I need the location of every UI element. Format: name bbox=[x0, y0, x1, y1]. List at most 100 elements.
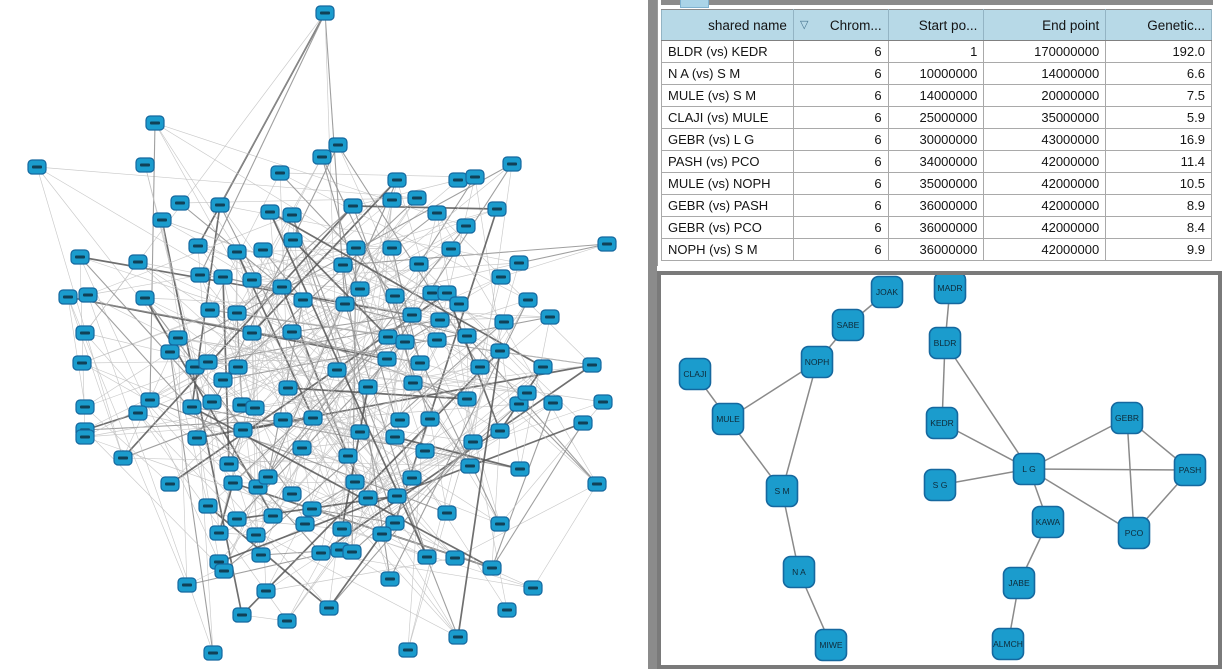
network-node[interactable] bbox=[385, 429, 405, 445]
shared-name-cell[interactable]: BLDR (vs) KEDR bbox=[661, 40, 794, 63]
value-cell[interactable]: 35000000 bbox=[887, 172, 985, 195]
network-edge[interactable] bbox=[286, 549, 341, 622]
network-node[interactable] bbox=[441, 241, 461, 257]
network-edge[interactable] bbox=[287, 387, 468, 400]
network-node[interactable] bbox=[437, 285, 457, 301]
network-edge[interactable] bbox=[394, 295, 505, 323]
network-node[interactable] bbox=[509, 255, 529, 271]
network-node[interactable] bbox=[338, 448, 358, 464]
network-node[interactable] bbox=[242, 325, 262, 341]
value-cell[interactable]: 14000000 bbox=[983, 62, 1107, 85]
network-node[interactable] bbox=[328, 137, 348, 153]
network-edge[interactable] bbox=[169, 351, 209, 507]
network-edge[interactable] bbox=[279, 172, 476, 178]
network-edge[interactable] bbox=[197, 245, 468, 337]
network-edge[interactable] bbox=[267, 336, 389, 478]
network-node[interactable] bbox=[345, 474, 365, 490]
node-shape[interactable] bbox=[800, 345, 834, 379]
network-node[interactable] bbox=[200, 302, 220, 318]
network-edge[interactable] bbox=[466, 335, 598, 485]
network-node-KAWA[interactable]: KAWA bbox=[1031, 505, 1065, 539]
main-network-canvas[interactable] bbox=[0, 0, 648, 669]
network-edge[interactable] bbox=[223, 321, 505, 572]
network-node[interactable] bbox=[490, 423, 510, 439]
network-edge[interactable] bbox=[209, 309, 459, 638]
network-node[interactable] bbox=[387, 172, 407, 188]
node-shape[interactable] bbox=[1110, 401, 1144, 435]
network-edge[interactable] bbox=[251, 205, 354, 334]
network-node[interactable] bbox=[335, 296, 355, 312]
network-node[interactable] bbox=[382, 240, 402, 256]
network-edge[interactable] bbox=[137, 261, 293, 333]
network-edge[interactable] bbox=[207, 361, 528, 394]
network-node[interactable] bbox=[523, 580, 543, 596]
network-edge[interactable] bbox=[196, 364, 593, 439]
network-edge[interactable] bbox=[301, 447, 501, 525]
network-node[interactable] bbox=[448, 629, 468, 645]
network-edge[interactable] bbox=[84, 351, 171, 408]
network-edge[interactable] bbox=[454, 483, 598, 559]
value-cell[interactable]: 6 bbox=[792, 84, 889, 107]
network-node-MIWE[interactable]: MIWE bbox=[814, 628, 848, 662]
network-node[interactable] bbox=[228, 359, 248, 375]
value-cell[interactable]: 6 bbox=[792, 62, 889, 85]
value-cell[interactable]: 25000000 bbox=[887, 106, 985, 129]
shared-name-cell[interactable]: MULE (vs) S M bbox=[661, 84, 794, 107]
network-edge[interactable] bbox=[1028, 468, 1191, 471]
network-node[interactable] bbox=[219, 456, 239, 472]
network-edge[interactable] bbox=[137, 412, 413, 479]
network-node[interactable] bbox=[358, 379, 378, 395]
network-edge[interactable] bbox=[399, 321, 505, 421]
network-edge[interactable] bbox=[311, 508, 396, 524]
network-node[interactable] bbox=[292, 440, 312, 456]
node-shape[interactable] bbox=[1173, 453, 1207, 487]
network-node[interactable] bbox=[168, 330, 188, 346]
value-cell[interactable]: 42000000 bbox=[983, 194, 1107, 217]
network-edge[interactable] bbox=[324, 12, 346, 305]
network-node[interactable] bbox=[463, 434, 483, 450]
node-shape[interactable] bbox=[678, 357, 712, 391]
value-cell[interactable]: 6 bbox=[792, 238, 889, 261]
network-node[interactable] bbox=[437, 505, 457, 521]
network-node[interactable] bbox=[510, 461, 530, 477]
network-edge[interactable] bbox=[79, 256, 220, 563]
network-edge[interactable] bbox=[67, 296, 86, 408]
network-edge[interactable] bbox=[36, 166, 224, 278]
network-edge[interactable] bbox=[279, 172, 529, 301]
network-edge[interactable] bbox=[122, 457, 471, 467]
network-node[interactable] bbox=[273, 412, 293, 428]
filter-icon[interactable]: ▽ bbox=[799, 18, 809, 31]
network-node[interactable] bbox=[491, 269, 511, 285]
network-node[interactable] bbox=[277, 613, 297, 629]
shared-name-cell[interactable]: GEBR (vs) PASH bbox=[661, 194, 794, 217]
value-cell[interactable]: 1 bbox=[887, 40, 985, 63]
network-node[interactable] bbox=[78, 287, 98, 303]
network-node-JOAK[interactable]: JOAK bbox=[870, 275, 904, 309]
network-node[interactable] bbox=[390, 412, 410, 428]
shared-name-cell[interactable]: MULE (vs) NOPH bbox=[661, 172, 794, 195]
column-header-3[interactable]: End point bbox=[983, 9, 1107, 41]
network-node[interactable] bbox=[502, 156, 522, 172]
network-node[interactable] bbox=[315, 5, 335, 21]
network-node[interactable] bbox=[430, 312, 450, 328]
node-shape[interactable] bbox=[711, 402, 745, 436]
node-shape[interactable] bbox=[765, 474, 799, 508]
value-cell[interactable]: 6 bbox=[792, 216, 889, 239]
network-edge[interactable] bbox=[251, 332, 257, 536]
network-edge[interactable] bbox=[122, 205, 354, 459]
table-row[interactable]: GEBR (vs) PASH 6 36000000 42000000 8.9 bbox=[661, 194, 1212, 217]
network-edge[interactable] bbox=[269, 211, 544, 368]
network-edge[interactable] bbox=[351, 341, 406, 553]
network-edge[interactable] bbox=[87, 294, 361, 433]
network-node[interactable] bbox=[387, 488, 407, 504]
network-node[interactable] bbox=[128, 254, 148, 270]
network-node[interactable] bbox=[465, 169, 485, 185]
network-edge[interactable] bbox=[491, 430, 501, 569]
network-node[interactable] bbox=[128, 405, 148, 421]
network-edge[interactable] bbox=[781, 361, 818, 492]
network-node[interactable] bbox=[333, 257, 353, 273]
shared-name-cell[interactable]: PASH (vs) PCO bbox=[661, 150, 794, 173]
value-cell[interactable]: 36000000 bbox=[887, 238, 985, 261]
column-header-0[interactable]: shared name bbox=[661, 9, 794, 41]
network-node[interactable] bbox=[573, 415, 593, 431]
